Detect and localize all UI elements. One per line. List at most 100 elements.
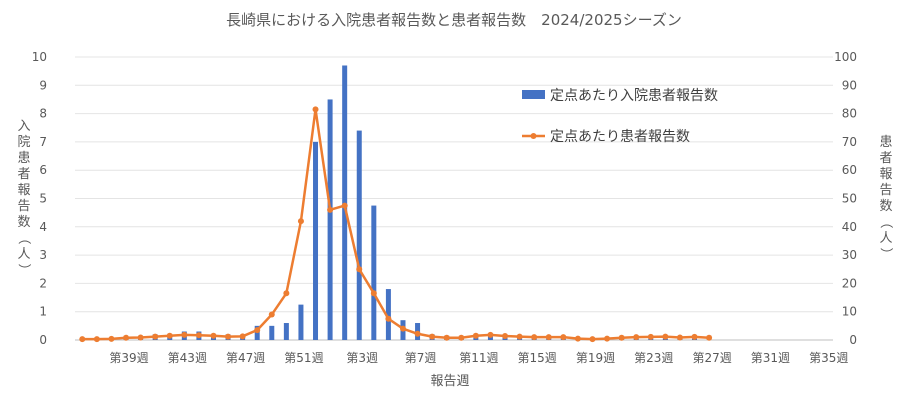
left-tick-label: 5: [39, 192, 47, 206]
left-tick-label: 0: [39, 333, 47, 347]
line-point: [356, 266, 363, 273]
line-point: [210, 332, 217, 339]
line-point: [385, 315, 392, 322]
gridlines: [75, 56, 833, 341]
legend-swatch-marker: [530, 133, 537, 139]
bar: [356, 130, 362, 340]
left-tick-label: 2: [39, 276, 47, 290]
line-point: [706, 334, 713, 341]
axis-label-char: 報: [879, 167, 892, 182]
line-point: [239, 333, 246, 340]
axis-label-char: 患: [17, 151, 30, 166]
right-tick-label: 100: [834, 50, 857, 64]
line-point: [370, 290, 377, 297]
x-tick-label: 第35週: [809, 351, 848, 365]
x-tick-label: 第43週: [168, 351, 207, 365]
axis-label-char: 数: [879, 199, 892, 214]
x-tick-label: 第23週: [634, 351, 673, 365]
x-tick-label: 第39週: [109, 351, 148, 365]
line-point: [225, 333, 232, 340]
legend-swatch-bar: [522, 90, 545, 99]
line-point: [327, 206, 334, 213]
line-point: [152, 333, 159, 340]
chart-title: 長崎県における入院患者報告数と患者報告数 2024/2025シーズン: [226, 11, 682, 29]
line-point: [604, 335, 611, 342]
x-tick-label: 第7週: [405, 351, 437, 365]
axis-label-char: 告: [879, 183, 892, 198]
left-tick-label: 1: [39, 305, 47, 319]
line-point: [166, 332, 173, 339]
line-series-patients: [79, 106, 713, 343]
legend: 定点あたり入院患者報告数 定点あたり患者報告数: [522, 88, 718, 145]
left-tick-label: 7: [39, 135, 47, 149]
line-point: [676, 334, 683, 341]
bar: [313, 141, 319, 340]
line-point: [93, 336, 100, 343]
x-tick-label: 第11週: [459, 351, 498, 365]
right-axis-ticks: 0 10 20 30 40 50 60 70 80 90 100: [834, 50, 857, 347]
left-axis-label: 入院患者報告数（ 人）: [16, 119, 31, 277]
line-point: [531, 334, 538, 341]
line-point: [312, 106, 319, 113]
line-point: [268, 311, 275, 318]
x-axis-label: 報告週: [430, 374, 469, 389]
legend-label-line: 定点あたり患者報告数: [550, 129, 690, 145]
axis-label-char: ）: [16, 263, 31, 276]
x-tick-label: 第15週: [518, 351, 557, 365]
line-point: [137, 334, 144, 341]
left-tick-label: 6: [39, 163, 47, 177]
axis-label-char: 入: [17, 119, 30, 134]
line-point: [123, 334, 130, 341]
left-tick-label: 9: [39, 78, 47, 92]
line-point: [560, 334, 567, 341]
bar: [327, 99, 333, 340]
line-point: [429, 333, 436, 340]
line-point: [545, 334, 552, 341]
right-tick-label: 0: [849, 333, 857, 347]
line-point: [399, 325, 406, 332]
line-point: [647, 333, 654, 340]
line-point: [108, 335, 115, 342]
legend-label-bar: 定点あたり入院患者報告数: [550, 88, 718, 104]
x-tick-label: 第51週: [284, 351, 323, 365]
right-axis-label: 患者報告数（ 人）: [878, 135, 893, 261]
right-tick-label: 70: [842, 135, 857, 149]
right-tick-label: 10: [842, 305, 857, 319]
line-point: [195, 332, 202, 339]
left-tick-label: 10: [32, 50, 47, 64]
right-tick-label: 80: [842, 107, 857, 121]
line-point: [458, 334, 465, 341]
axis-label-char: 数: [17, 215, 30, 230]
line-point: [254, 327, 261, 334]
bar: [283, 323, 289, 340]
right-tick-label: 50: [842, 192, 857, 206]
axis-label-char: 報: [17, 183, 30, 198]
line-point: [472, 332, 479, 339]
x-tick-label: 第47週: [226, 351, 265, 365]
bar-series-hospitalized: [123, 65, 698, 341]
line-point: [618, 334, 625, 341]
x-axis-ticks: 第39週 第43週 第47週 第51週 第3週 第7週 第11週 第15週 第19週 第23週 第2…: [109, 351, 848, 365]
axis-label-char: 告: [17, 199, 30, 214]
left-tick-label: 4: [39, 220, 47, 234]
line-point: [414, 330, 421, 337]
axis-label-char: 者: [17, 167, 30, 182]
line-point: [502, 333, 509, 340]
line-point: [297, 218, 304, 225]
line-point: [691, 333, 698, 340]
right-tick-label: 20: [842, 276, 857, 290]
x-tick-label: 第3週: [346, 351, 378, 365]
line-point: [443, 334, 450, 341]
right-tick-label: 60: [842, 163, 857, 177]
line-point: [633, 334, 640, 341]
axis-label-char: 患: [879, 135, 892, 150]
left-tick-label: 3: [39, 248, 47, 262]
line-point: [341, 202, 348, 209]
bar: [269, 325, 275, 340]
line-point: [283, 290, 290, 297]
axis-label-char: 者: [879, 151, 892, 166]
bar: [371, 205, 377, 340]
line-point: [516, 333, 523, 340]
left-tick-label: 8: [39, 107, 47, 121]
